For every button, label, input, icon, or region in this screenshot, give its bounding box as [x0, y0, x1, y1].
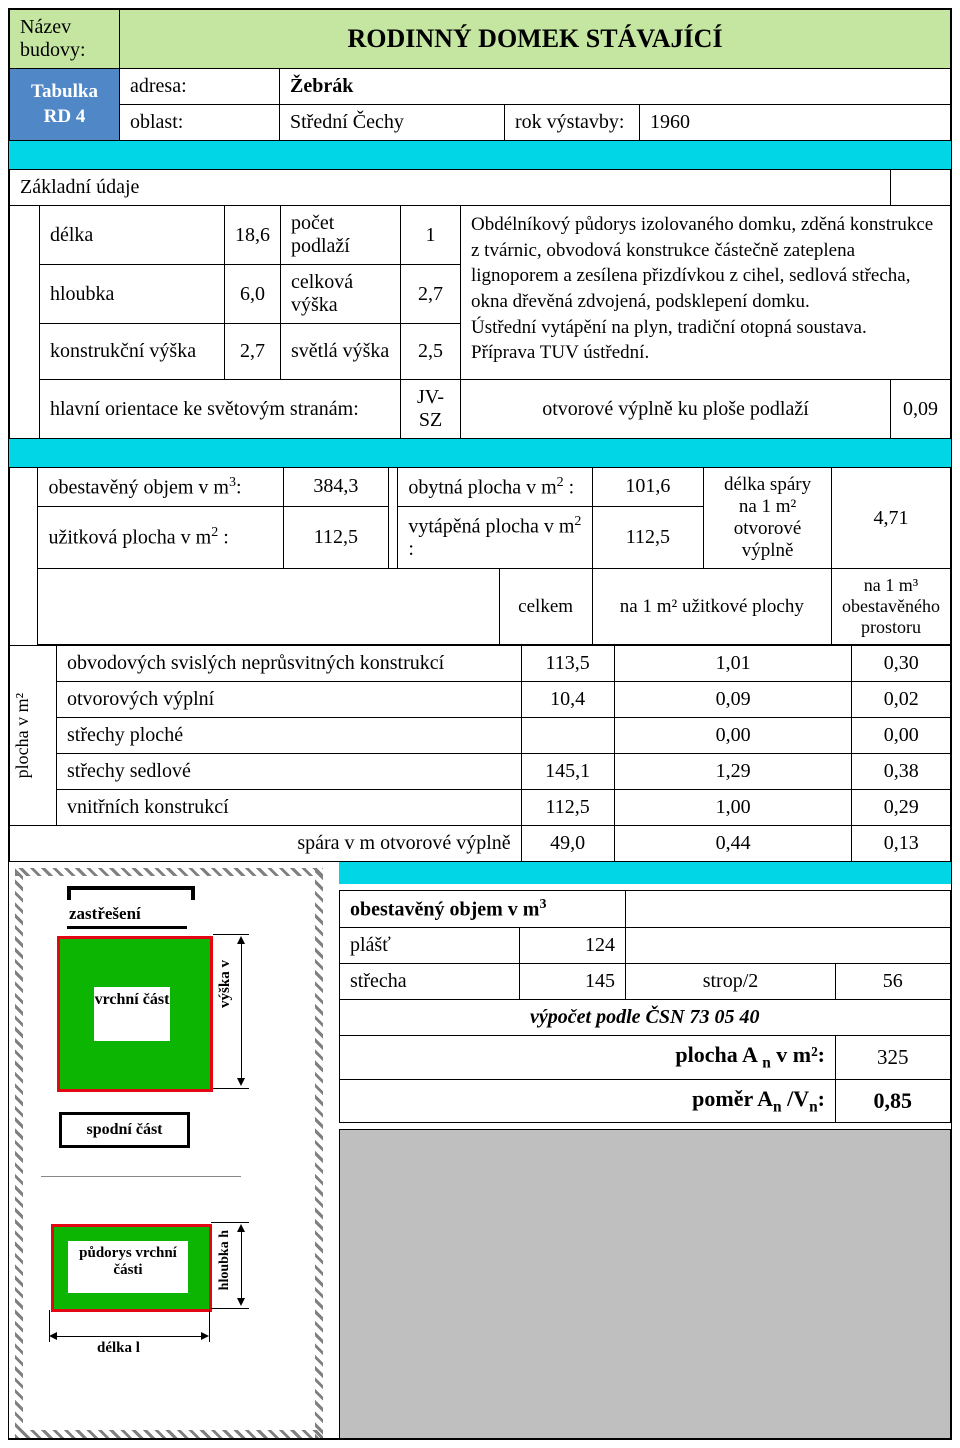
vyska-label: výška v — [217, 960, 234, 1008]
s2-r0-v3: 0,30 — [852, 646, 951, 682]
s1-r0-value2: 1 — [401, 206, 461, 265]
otvor-label: otvorové výplně ku ploše podlaží — [461, 380, 891, 439]
delka-label: délka l — [97, 1340, 140, 1357]
s2-r4-v1: 112,5 — [521, 790, 614, 826]
separator — [9, 439, 951, 467]
blank — [626, 890, 951, 928]
obest3-label: obestavěný objem v m3 — [340, 890, 626, 928]
uzit-label: užitková plocha v m2 : — [38, 506, 284, 568]
orientace-value: JV-SZ — [401, 380, 461, 439]
plocha-a-value: 325 — [836, 1036, 951, 1079]
oblast-label: oblast: — [120, 105, 280, 141]
s1-r2-label: konstrukční výška — [40, 324, 225, 380]
otvor-value: 0,09 — [891, 380, 951, 439]
s1-r0-value: 18,6 — [225, 206, 281, 265]
obest-value: 384,3 — [283, 468, 388, 507]
spary-label: délka spáry na 1 m² otvorové výplně — [704, 468, 832, 569]
s1-r0-label: délka — [40, 206, 225, 265]
spodni-label: spodní část — [59, 1112, 190, 1148]
rok-label: rok výstavby: — [505, 105, 640, 141]
s2-r4-v3: 0,29 — [852, 790, 951, 826]
separator — [9, 141, 951, 169]
pudorys-label: půdorys vrchní části — [68, 1241, 188, 1293]
s1-r1-value2: 2,7 — [401, 265, 461, 324]
s2-r0-label: obvodových svislých neprůsvitných konstr… — [57, 646, 522, 682]
s1-r2-value: 2,7 — [225, 324, 281, 380]
orientace-label: hlavní orientace ke světovým stranám: — [40, 380, 401, 439]
s2-r3-v2: 1,29 — [614, 754, 852, 790]
gray-area — [339, 1130, 951, 1439]
main-title: RODINNÝ DOMEK STÁVAJÍCÍ — [120, 10, 951, 69]
adresa-value: Žebrák — [280, 69, 951, 105]
hloubka-label: hloubka h — [217, 1230, 233, 1290]
s2-r3-label: střechy sedlové — [57, 754, 522, 790]
uzit-value: 112,5 — [283, 506, 388, 568]
zastreseni-label: zastřešení — [69, 904, 141, 924]
col-celkem: celkem — [499, 569, 592, 645]
s2-r1-v1: 10,4 — [521, 682, 614, 718]
stub-left — [10, 206, 40, 439]
s2-r2-label: střechy ploché — [57, 718, 522, 754]
s2-r3-v1: 145,1 — [521, 754, 614, 790]
obest-label: obestavěný objem v m3: — [38, 468, 284, 507]
s1-r1-value: 6,0 — [225, 265, 281, 324]
nazev-label: Název budovy: — [10, 10, 120, 69]
spara-v3: 0,13 — [852, 826, 951, 862]
vlabel: plocha v m² — [10, 646, 57, 826]
s2-r1-label: otvorových výplní — [57, 682, 522, 718]
strop-label: strop/2 — [626, 964, 836, 1000]
s2-r2-v1 — [521, 718, 614, 754]
s2-r4-label: vnitřních konstrukcí — [57, 790, 522, 826]
obytna-label: obytná plocha v m2 : — [398, 468, 592, 507]
s2-r2-v2: 0,00 — [614, 718, 852, 754]
adresa-label: adresa: — [120, 69, 280, 105]
zaklad-heading: Základní údaje — [10, 170, 891, 206]
empty — [891, 170, 951, 206]
vytap-label: vytápěná plocha v m2 : — [398, 506, 592, 568]
rok-value: 1960 — [640, 105, 951, 141]
plocha-a-label: plocha A n v m²: — [340, 1036, 836, 1079]
s2-r4-v2: 1,00 — [614, 790, 852, 826]
diagram-cell: zastřešení vrchní část výška v spodní čá… — [9, 862, 339, 1439]
vrchni-label: vrchní část — [94, 987, 170, 1041]
s2-r3-v3: 0,38 — [852, 754, 951, 790]
col-uzit: na 1 m² užitkové plochy — [592, 569, 831, 645]
strecha-value: 145 — [520, 964, 626, 1000]
strop-value: 56 — [836, 964, 951, 1000]
col-obest: na 1 m³ obestavěného prostoru — [831, 569, 950, 645]
spara-v1: 49,0 — [521, 826, 614, 862]
s2-r1-v3: 0,02 — [852, 682, 951, 718]
s2-r0-v2: 1,01 — [614, 646, 852, 682]
s1-r0-label2: počet podlaží — [281, 206, 401, 265]
plast-label: plášť — [340, 928, 520, 964]
spary-value: 4,71 — [831, 468, 950, 569]
s2-r0-v1: 113,5 — [521, 646, 614, 682]
pomer-label: poměr An /Vn: — [340, 1079, 836, 1122]
gap — [388, 468, 398, 569]
plast-value: 124 — [520, 928, 626, 964]
spara-v2: 0,44 — [614, 826, 852, 862]
schematic-diagram: zastřešení vrchní část výška v spodní čá… — [15, 868, 323, 1438]
spara-label: spára v m otvorové výplně — [10, 826, 522, 862]
blank — [38, 569, 499, 645]
vytap-value: 112,5 — [592, 506, 703, 568]
tabulka-label: Tabulka RD 4 — [10, 69, 120, 141]
s2-r2-v3: 0,00 — [852, 718, 951, 754]
strecha-label: střecha — [340, 964, 520, 1000]
oblast-value: Střední Čechy — [280, 105, 505, 141]
building-datasheet: Název budovy: RODINNÝ DOMEK STÁVAJÍCÍ Ta… — [8, 8, 952, 1440]
obytna-value: 101,6 — [592, 468, 703, 507]
s1-r1-label: hloubka — [40, 265, 225, 324]
pomer-value: 0,85 — [836, 1079, 951, 1122]
s1-r1-label2: celková výška — [281, 265, 401, 324]
stub-left — [10, 468, 38, 645]
separator — [339, 862, 951, 884]
description: Obdélníkový půdorys izolovaného domku, z… — [461, 206, 951, 380]
blank — [626, 928, 951, 964]
s1-r2-value2: 2,5 — [401, 324, 461, 380]
s2-r1-v2: 0,09 — [614, 682, 852, 718]
s1-r2-label2: světlá výška — [281, 324, 401, 380]
vypocet-label: výpočet podle ČSN 73 05 40 — [340, 1000, 951, 1036]
